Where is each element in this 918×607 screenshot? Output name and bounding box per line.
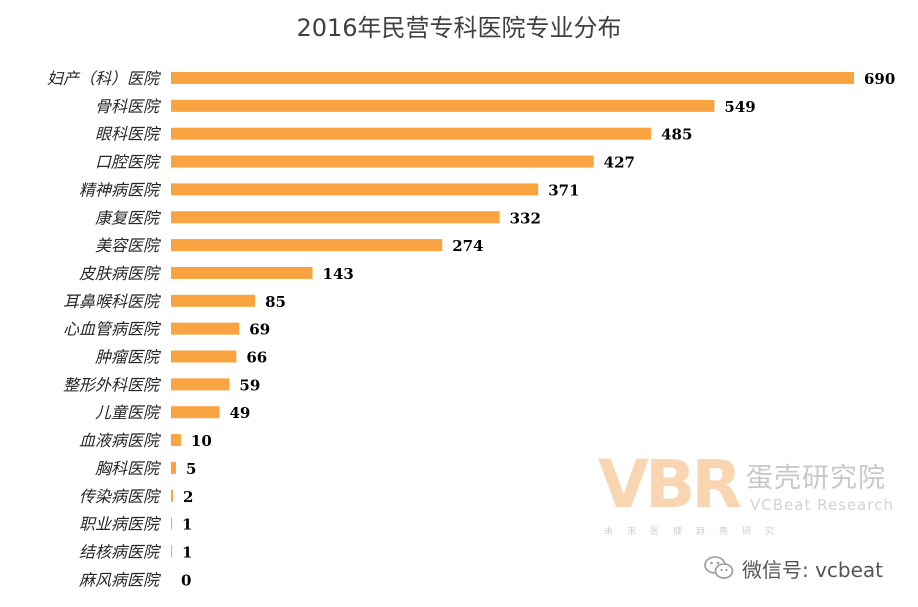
- data-label: 49: [230, 404, 251, 422]
- data-label: 0: [181, 571, 191, 589]
- bar: [171, 350, 237, 363]
- category-label: 骨科医院: [95, 97, 162, 116]
- category-label: 整形外科医院: [63, 375, 162, 394]
- wechat-account: 微信号: vcbeat: [704, 554, 883, 582]
- vbr-watermark: VBR 蛋壳研究院 VCBeat Research 未来医健趋势研究: [598, 452, 910, 544]
- data-label: 59: [239, 376, 260, 394]
- category-label: 麻风病医院: [79, 570, 162, 589]
- bar: [171, 489, 173, 502]
- data-label: 371: [548, 181, 579, 199]
- category-label: 血液病医院: [79, 431, 162, 450]
- wechat-id-text: 微信号: vcbeat: [742, 557, 884, 582]
- data-label: 1: [182, 543, 192, 561]
- bar: [171, 378, 230, 391]
- bar: [171, 294, 256, 307]
- data-label: 1: [182, 516, 192, 534]
- data-label: 85: [265, 293, 286, 311]
- bar: [171, 239, 443, 252]
- data-label: 332: [510, 209, 541, 227]
- category-label: 心血管病医院: [63, 320, 162, 339]
- category-label: 儿童医院: [95, 403, 162, 422]
- bar: [171, 461, 176, 474]
- data-label: 485: [661, 126, 692, 144]
- bar: [171, 322, 240, 335]
- data-label: 10: [191, 432, 212, 450]
- bar: [171, 517, 172, 530]
- category-label: 精神病医院: [79, 180, 162, 199]
- data-label: 427: [604, 154, 635, 172]
- category-label: 结核病医院: [79, 542, 162, 561]
- bar: [171, 545, 172, 558]
- bar: [171, 211, 500, 224]
- watermark-tagline: 未来医健趋势研究: [604, 527, 789, 537]
- data-label: 69: [249, 321, 270, 339]
- chart-title: 2016年民营专科医院专业分布: [296, 14, 622, 42]
- data-label: 66: [246, 349, 267, 367]
- category-label: 肿瘤医院: [95, 348, 162, 367]
- category-label: 妇产（科）医院: [47, 69, 162, 88]
- category-label: 职业病医院: [79, 515, 162, 534]
- data-label: 690: [864, 70, 895, 88]
- data-label: 5: [186, 460, 196, 478]
- watermark-name-cn: 蛋壳研究院: [746, 463, 886, 494]
- data-label: 2: [183, 488, 193, 506]
- vbr-logo: VBR: [598, 446, 742, 523]
- wechat-icon: [704, 556, 734, 579]
- category-label: 传染病医院: [79, 487, 162, 506]
- data-label: 143: [323, 265, 354, 283]
- bar: [171, 406, 220, 419]
- category-label: 耳鼻喉科医院: [63, 292, 162, 311]
- bar: [171, 72, 854, 84]
- bar: [171, 183, 539, 196]
- data-label: 549: [724, 98, 755, 116]
- bar: [171, 434, 181, 447]
- bar: [171, 155, 594, 168]
- bar: [171, 266, 313, 279]
- category-label: 眼科医院: [95, 125, 162, 144]
- watermark-name-en: VCBeat Research: [750, 496, 894, 514]
- category-label: 胸科医院: [95, 459, 162, 478]
- category-label: 皮肤病医院: [79, 264, 162, 283]
- category-label: 口腔医院: [95, 153, 162, 172]
- category-label: 美容医院: [95, 236, 162, 255]
- category-label: 康复医院: [95, 208, 162, 227]
- data-label: 274: [452, 237, 483, 255]
- bar: [171, 127, 652, 140]
- bar: [171, 99, 715, 112]
